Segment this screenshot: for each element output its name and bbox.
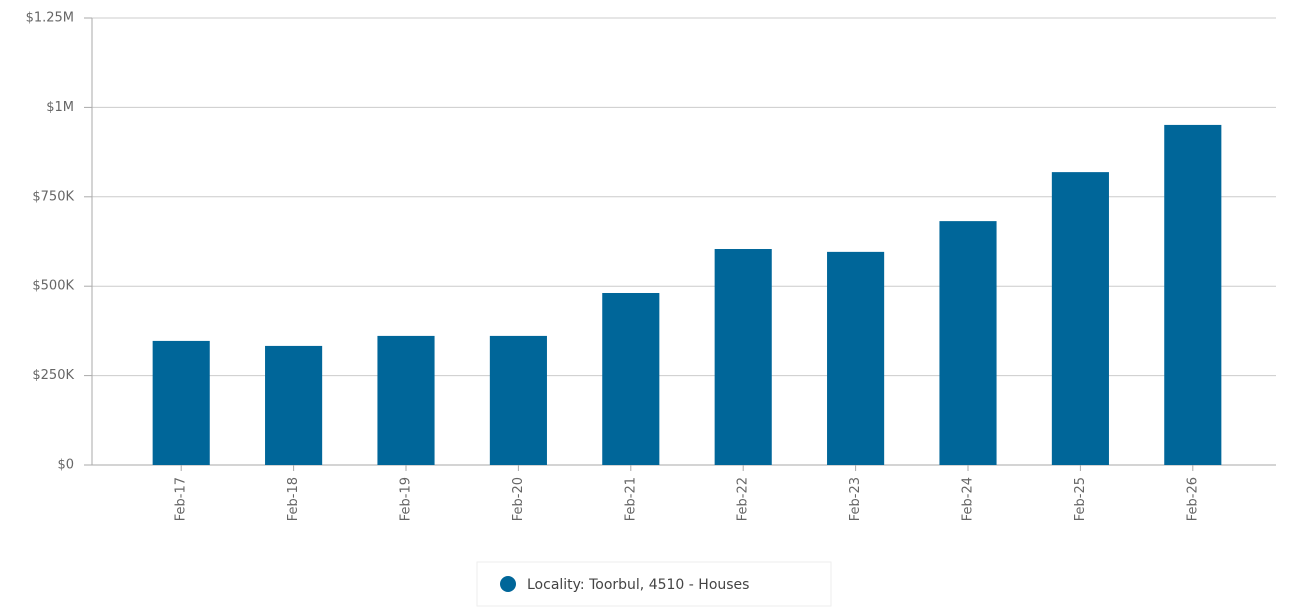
y-tick-label: $1.25M: [26, 11, 74, 26]
bar: [827, 251, 885, 465]
bar: [265, 345, 323, 465]
bar: [1051, 172, 1109, 465]
x-tick-label: Feb-19: [399, 477, 414, 521]
x-tick-label: Feb-23: [848, 477, 863, 521]
x-tick-label: Feb-25: [1073, 477, 1088, 521]
x-tick-label: Feb-22: [736, 477, 751, 521]
x-tick-label: Feb-24: [961, 477, 976, 521]
y-tick-label: $0: [57, 458, 74, 473]
legend-label: Locality: Toorbul, 4510 - Houses: [527, 577, 749, 593]
y-tick-label: $250K: [32, 368, 74, 383]
y-tick-label: $750K: [32, 189, 74, 204]
bar: [377, 335, 435, 465]
bar: [602, 292, 660, 465]
bar: [714, 249, 772, 465]
bar: [489, 335, 547, 465]
y-tick-label: $1M: [46, 100, 74, 115]
y-tick-label: $500K: [32, 279, 74, 294]
bar: [152, 340, 210, 465]
legend-box: [476, 561, 832, 607]
x-tick-label: Feb-20: [511, 477, 526, 521]
x-tick-label: Feb-26: [1185, 477, 1200, 521]
x-tick-label: Feb-18: [286, 477, 301, 521]
legend-marker: [500, 576, 516, 592]
bar: [1164, 124, 1222, 466]
bar: [939, 221, 997, 465]
x-tick-label: Feb-17: [174, 477, 189, 521]
x-tick-label: Feb-21: [623, 477, 638, 521]
